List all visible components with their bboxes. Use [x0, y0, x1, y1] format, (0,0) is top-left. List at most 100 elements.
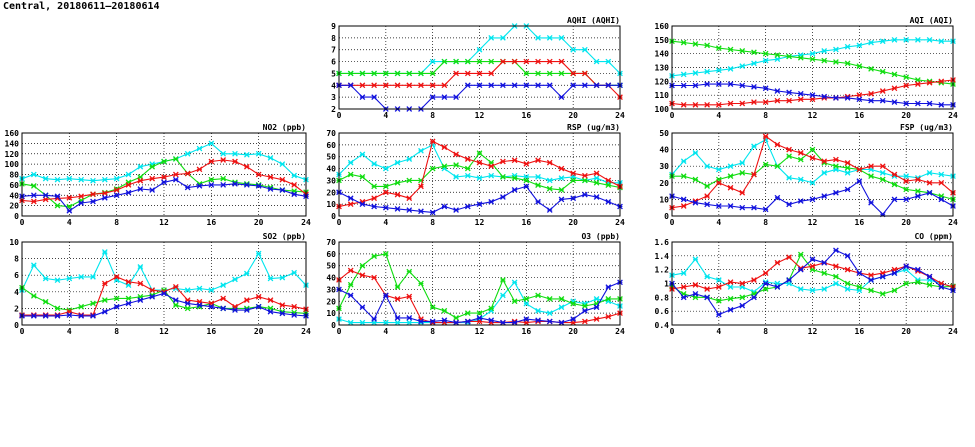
data-point: [255, 171, 262, 178]
data-point: [680, 101, 687, 108]
data-point: [500, 174, 506, 180]
data-point: [605, 313, 612, 320]
data-point: [535, 34, 541, 41]
data-point: [371, 203, 377, 210]
data-point: [774, 284, 781, 290]
x-tick-label: 0: [337, 218, 342, 227]
data-point: [692, 41, 699, 47]
data-point: [371, 82, 377, 89]
data-point: [347, 267, 354, 274]
data-point: [915, 100, 921, 107]
data-point: [267, 155, 274, 161]
data-point: [42, 175, 49, 182]
data-point: [30, 198, 37, 205]
data-point: [347, 82, 354, 89]
data-point: [797, 251, 804, 258]
data-point: [30, 262, 37, 269]
data-point: [488, 34, 495, 41]
series-blue: [19, 290, 309, 319]
data-point: [371, 316, 377, 322]
data-point: [196, 166, 203, 173]
data-point: [172, 171, 179, 178]
x-tick-label: 12: [808, 111, 818, 120]
data-point: [868, 277, 874, 283]
series-cyan: [669, 36, 956, 79]
data-point: [739, 294, 746, 301]
data-point: [844, 286, 851, 292]
data-point: [523, 296, 530, 302]
data-point: [406, 319, 413, 326]
data-point: [868, 199, 874, 206]
data-point: [774, 194, 781, 201]
data-point: [546, 296, 553, 302]
data-point: [441, 82, 448, 89]
x-tick-label: 16: [207, 218, 217, 227]
data-point: [546, 34, 553, 41]
data-point: [570, 46, 577, 53]
data-point: [113, 303, 120, 310]
data-point: [232, 150, 238, 157]
y-tick-label: 80: [9, 171, 19, 180]
data-point: [704, 183, 710, 189]
data-point: [809, 179, 816, 186]
data-point: [833, 163, 839, 170]
data-point: [856, 284, 863, 290]
x-tick-label: 4: [383, 327, 388, 336]
data-point: [90, 177, 96, 184]
series-line: [671, 39, 953, 77]
data-point: [704, 81, 710, 87]
y-tick-label: 1.4: [655, 252, 670, 261]
data-point: [715, 311, 722, 318]
data-point: [359, 272, 366, 279]
data-point: [464, 165, 471, 172]
data-point: [101, 190, 108, 197]
data-point: [394, 159, 401, 166]
data-point: [903, 74, 910, 81]
chart-title: SO2 (ppb): [263, 232, 306, 241]
data-point: [821, 193, 828, 199]
data-point: [394, 284, 401, 290]
data-point: [844, 266, 851, 273]
y-tick-label: 60: [326, 250, 336, 259]
data-point: [453, 58, 459, 65]
data-point: [809, 56, 816, 63]
data-point: [42, 192, 49, 199]
data-point: [523, 177, 530, 184]
y-tick-label: 6: [331, 58, 336, 67]
x-tick-label: 24: [301, 218, 311, 227]
data-point: [938, 284, 945, 290]
data-point: [797, 266, 804, 273]
data-point: [751, 143, 757, 150]
data-point: [786, 146, 792, 153]
data-point: [406, 82, 413, 89]
data-point: [704, 201, 710, 208]
data-point: [797, 176, 804, 183]
y-tick-label: 20: [9, 202, 19, 211]
data-point: [476, 201, 483, 208]
data-point: [680, 71, 687, 78]
data-point: [184, 184, 191, 191]
data-point: [161, 174, 167, 180]
x-tick-label: 0: [670, 327, 675, 336]
data-point: [172, 156, 179, 162]
y-tick-label: 100: [5, 160, 20, 169]
y-tick-label: 0.4: [655, 321, 670, 330]
data-point: [382, 183, 389, 190]
data-point: [868, 39, 874, 46]
data-point: [255, 250, 262, 257]
data-point: [511, 82, 518, 89]
series-line: [671, 138, 954, 184]
data-point: [429, 58, 436, 65]
data-point: [786, 53, 792, 60]
y-tick-label: 8: [331, 34, 336, 43]
data-point: [441, 203, 448, 210]
data-point: [382, 204, 389, 211]
data-point: [926, 179, 933, 186]
data-point: [453, 174, 459, 180]
data-point: [359, 151, 366, 158]
x-tick-label: 0: [670, 218, 675, 227]
data-point: [692, 291, 699, 297]
y-tick-label: 4: [331, 81, 336, 90]
x-tick-label: 16: [207, 327, 217, 336]
data-point: [208, 182, 215, 188]
